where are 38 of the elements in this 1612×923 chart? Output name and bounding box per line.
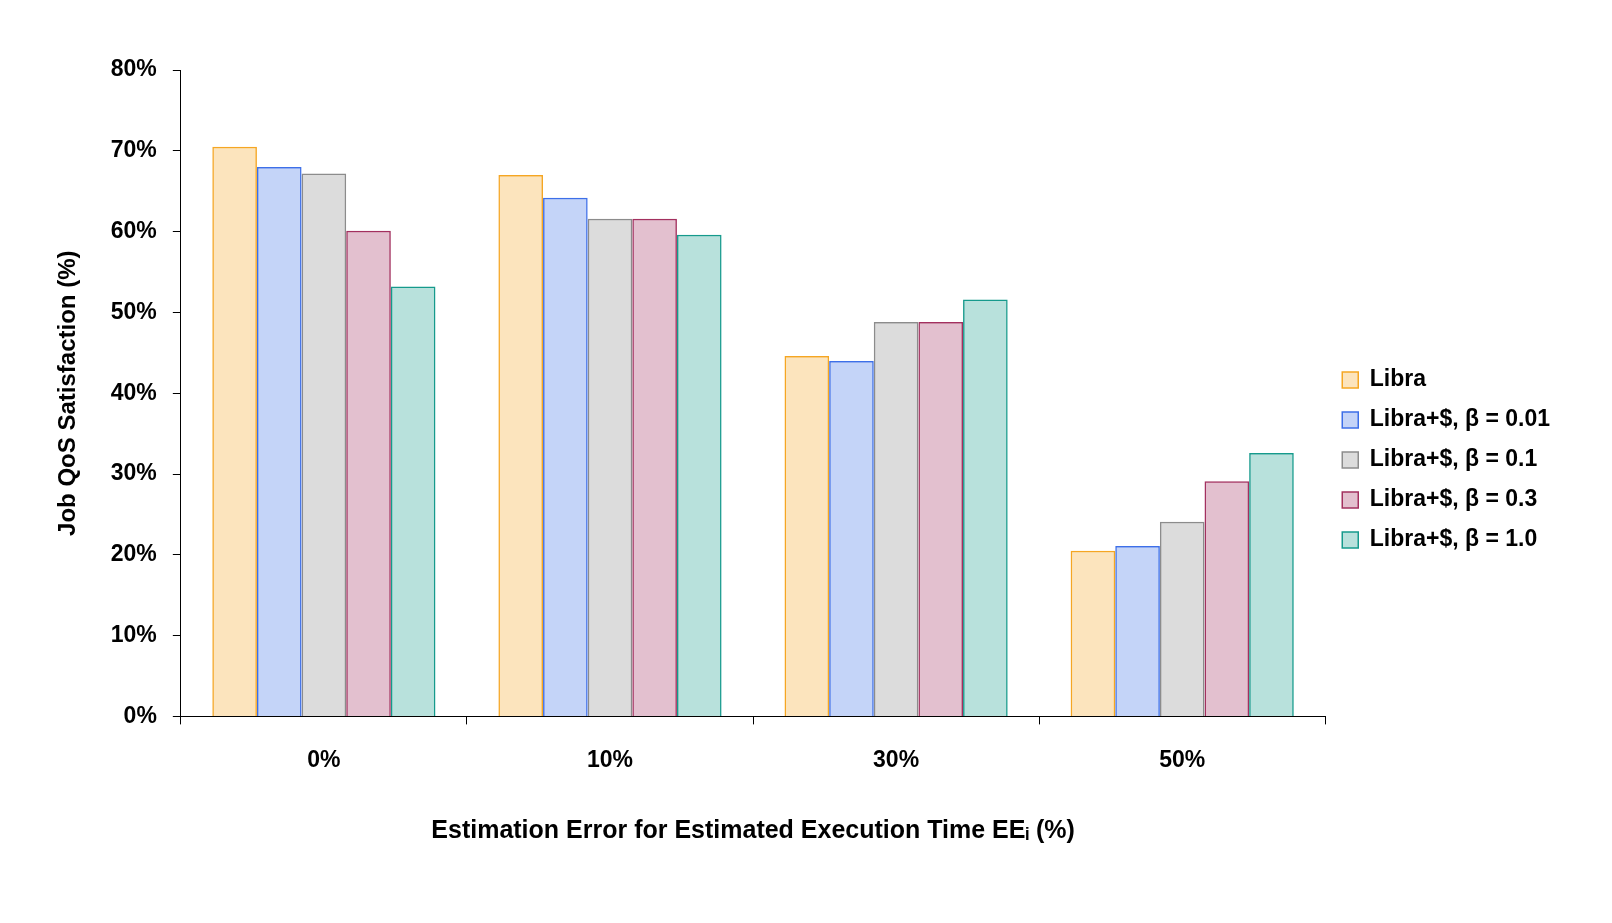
- x-tick-label: 50%: [1159, 745, 1206, 772]
- legend-label: Libra+$, β = 0.1: [1369, 445, 1538, 472]
- legend-label: Libra+$, β = 1.0: [1369, 525, 1538, 552]
- x-tick-label: 30%: [873, 745, 920, 772]
- bar: [1115, 545, 1160, 716]
- y-tick-label: 80%: [110, 55, 157, 82]
- x-axis-title: Estimation Error for Estimated Execution Time EEᵢ (%): [431, 814, 1075, 843]
- bar: [918, 322, 964, 716]
- y-tick-label: 10%: [110, 620, 157, 647]
- y-tick-label: 0%: [123, 701, 157, 728]
- bar: [587, 218, 633, 716]
- bar: [1070, 550, 1116, 716]
- x-tick-label: 10%: [586, 745, 634, 772]
- bar: [1204, 481, 1250, 716]
- bar: [676, 234, 722, 716]
- bar: [498, 175, 544, 716]
- bar: [873, 322, 919, 716]
- x-tick-label: 0%: [307, 745, 341, 772]
- y-tick-label: 50%: [110, 297, 157, 324]
- bar: [633, 220, 676, 716]
- legend-label: Libra: [1369, 365, 1427, 392]
- y-axis-title: Job QoS Satisfaction (%): [53, 250, 81, 536]
- y-tick-label: 70%: [110, 136, 157, 163]
- y-tick-label: 40%: [110, 378, 157, 405]
- legend-label: Libra+$, β = 0.3: [1369, 485, 1538, 512]
- legend-label: Libra+$, β = 0.01: [1369, 405, 1551, 432]
- y-tick-label: 60%: [110, 216, 157, 243]
- bar: [1159, 521, 1205, 716]
- y-tick-label: 30%: [110, 459, 157, 486]
- bar: [256, 166, 302, 716]
- bar: [390, 286, 436, 716]
- bar: [301, 173, 347, 716]
- bar: [543, 197, 588, 716]
- y-tick-label: 20%: [110, 540, 157, 567]
- bar: [347, 232, 390, 716]
- bar: [784, 356, 830, 716]
- bar: [830, 362, 873, 716]
- bar: [963, 299, 1008, 716]
